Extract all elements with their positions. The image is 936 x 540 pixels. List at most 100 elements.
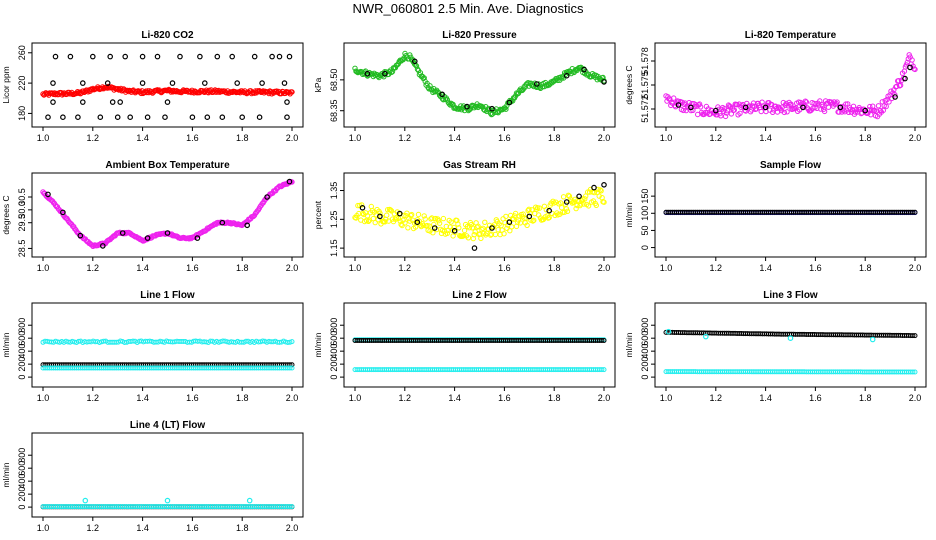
plot-frame	[343, 302, 616, 388]
data-point-temperature-sample	[675, 102, 682, 108]
data-point-temperature	[680, 107, 686, 114]
data-point-rh	[353, 215, 359, 221]
x-tick-label: 1.6	[498, 263, 511, 273]
data-point-co2-outliers	[122, 53, 129, 60]
x-tick-label: 1.2	[87, 133, 100, 143]
data-point-box-temp-sample	[286, 178, 293, 185]
data-point-line3-black	[910, 333, 916, 339]
data-point-rh	[364, 213, 371, 219]
series-group	[40, 338, 295, 371]
x-tick-label: 2.0	[598, 393, 611, 403]
chart-title: Sample Flow	[760, 160, 821, 171]
y-tick-label: 220	[17, 76, 27, 91]
y-tick-label: 200	[17, 357, 27, 372]
data-point-co2-outliers	[269, 53, 275, 60]
data-point-rh-sample	[591, 184, 597, 191]
data-point-pressure	[555, 77, 561, 84]
data-point-co2-outliers	[177, 53, 183, 60]
data-point-rh-sample	[451, 228, 458, 234]
x-tick-label: 1.2	[710, 263, 723, 273]
data-point-rh	[566, 193, 573, 199]
x-tick-label: 1.0	[660, 393, 673, 403]
x-tick-label: 1.8	[859, 133, 872, 143]
data-point-rh	[558, 200, 564, 206]
x-tick-label: 1.0	[660, 133, 673, 143]
data-point-line3-black	[912, 333, 918, 339]
x-tick-label: 2.0	[286, 523, 299, 533]
data-point-line2-black	[599, 338, 605, 343]
y-tick-label: 1.35	[329, 182, 339, 200]
data-point-pressure-sample	[601, 79, 607, 85]
data-point-pressure-sample	[464, 103, 470, 110]
y-tick-label: 180	[17, 106, 27, 121]
data-point-pressure-sample	[439, 91, 446, 98]
y-tick-label: 28.5	[17, 240, 27, 258]
data-point-temperature	[724, 108, 731, 114]
data-point-temperature	[825, 104, 832, 110]
x-tick-label: 1.2	[710, 393, 723, 403]
x-tick-label: 1.0	[349, 133, 362, 143]
data-point-line4-spikes	[164, 497, 171, 504]
data-point-rh	[359, 202, 365, 208]
data-point-temperature	[909, 57, 915, 63]
data-point-line4-spikes	[246, 497, 253, 504]
series-group	[663, 209, 918, 216]
x-tick-label: 1.0	[349, 393, 362, 403]
data-point-co2-outliers	[154, 53, 161, 60]
data-point-temperature	[843, 101, 849, 107]
data-point-line4-cyan	[287, 504, 293, 510]
chart-sample-flow: Sample Flow 1.0 1.2 1.4 1.6 1.8 2.0 0 50 100 150 ml…	[624, 160, 927, 273]
data-point-rh	[444, 230, 450, 237]
data-point-co2-outliers	[234, 80, 241, 86]
series-group	[663, 52, 918, 120]
data-point-co2-outliers	[127, 114, 134, 121]
chart-ambient-box-temperature: Ambient Box Temperature 1.0 1.2 1.4 1.6 1.8 2.…	[1, 160, 304, 273]
data-point-rh-sample	[526, 213, 533, 220]
data-point-rh	[501, 231, 507, 237]
y-axis: 28.5 29.530.030.5	[17, 188, 32, 257]
y-tick-label: 150	[640, 189, 650, 204]
data-point-temperature	[696, 101, 703, 107]
y-tick-label: 0	[17, 505, 27, 510]
data-point-rh	[546, 214, 552, 221]
data-point-line2-low	[599, 367, 605, 373]
data-point-rh	[460, 232, 467, 239]
x-tick-label: 1.0	[349, 263, 362, 273]
chart-line-1-flow: Line 1 Flow 1.0 1.2 1.4 1.6 1.8 2.0 0 2004006008…	[1, 290, 304, 403]
x-tick-label: 1.8	[548, 263, 561, 273]
y-axis-label: ml/min	[1, 332, 11, 357]
chart-li820-co2: Li-820 CO2 1.0 1.2 1.4 1.6 1.8 2.0 180 220 260 Lic…	[1, 30, 304, 143]
data-point-temperature	[886, 99, 892, 105]
data-point-rh	[440, 215, 447, 222]
y-tick-label: 68.50	[329, 69, 339, 92]
x-tick-label: 2.0	[286, 393, 299, 403]
data-point-pressure	[421, 75, 427, 81]
data-point-sample-flow-ref	[912, 209, 918, 215]
data-point-temperature	[803, 99, 810, 105]
data-point-rh	[581, 201, 587, 207]
y-tick-label: 260	[17, 45, 27, 60]
data-point-temperature-sample	[688, 104, 694, 111]
data-point-rh	[580, 196, 586, 202]
x-tick-label: 2.0	[909, 393, 922, 403]
x-axis: 1.0 1.2 1.4 1.6 1.8 2.0	[660, 257, 921, 273]
x-tick-label: 1.8	[548, 133, 561, 143]
data-point-rh	[435, 218, 442, 224]
chart-title: Li-820 CO2	[141, 30, 194, 41]
x-tick-label: 1.6	[186, 393, 199, 403]
data-point-rh	[368, 203, 374, 210]
data-point-co2-outliers	[284, 99, 290, 105]
data-point-rh	[456, 225, 462, 231]
data-point-rh	[388, 208, 395, 214]
data-point-line1-cyan	[207, 338, 213, 344]
data-point-rh-sample	[563, 199, 570, 205]
chart-gas-stream-rh: Gas Stream RH1.0 1.2 1.4 1.6 1.8 2.01.151.251…	[313, 160, 616, 273]
data-point-line1-low	[287, 365, 293, 371]
data-point-rh	[560, 194, 567, 200]
series-group	[40, 497, 295, 510]
data-point-temperature	[896, 78, 902, 84]
data-point-temperature	[784, 109, 790, 115]
